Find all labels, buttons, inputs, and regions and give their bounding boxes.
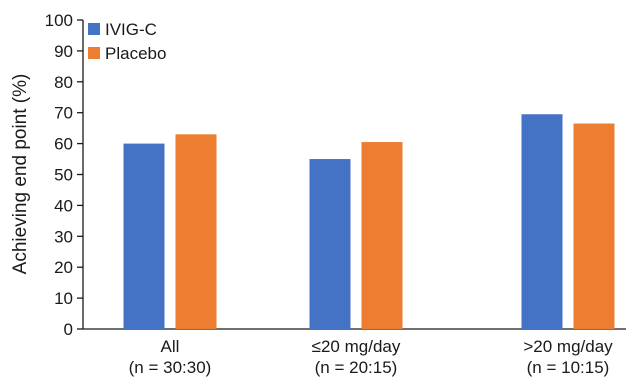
- legend-swatch-placebo: [88, 47, 100, 59]
- bar-placebo-2: [573, 123, 615, 329]
- bars: [123, 114, 615, 330]
- y-axis-label: Achieving end point (%): [10, 74, 31, 275]
- legend-label: Placebo: [105, 44, 166, 63]
- y-tick-label: 100: [45, 11, 73, 30]
- x-axis-category-labels: All (n = 30:30) ≤20 mg/day (n = 20:15) >20 m…: [129, 337, 614, 377]
- x-category-label: ≤20 mg/day: [312, 337, 401, 356]
- y-tick-label: 40: [54, 196, 73, 215]
- y-tick-label: 10: [54, 289, 73, 308]
- y-tick-label: 30: [54, 227, 73, 246]
- y-tick-label: 50: [54, 166, 73, 185]
- x-category-label: All: [161, 337, 180, 356]
- x-category-label: (n = 20:15): [315, 358, 398, 377]
- y-tick-label: 0: [64, 320, 73, 339]
- y-tick-label: 20: [54, 258, 73, 277]
- legend: IVIG-C Placebo: [88, 20, 166, 63]
- x-category-label: (n = 30:30): [129, 358, 212, 377]
- y-tick-label: 70: [54, 104, 73, 123]
- y-tick-label: 90: [54, 42, 73, 61]
- legend-label: IVIG-C: [105, 20, 157, 39]
- y-tick-label: 60: [54, 135, 73, 154]
- x-category-label: >20 mg/day: [523, 337, 613, 356]
- bar-ivig-c-1: [309, 159, 351, 329]
- bar-ivig-c-2: [521, 114, 563, 330]
- bar-placebo-0: [175, 134, 217, 329]
- y-axis-label-group: Achieving end point (%): [10, 74, 31, 275]
- bar-placebo-1: [361, 142, 403, 329]
- bar-ivig-c-0: [123, 143, 165, 329]
- y-tick-label: 80: [54, 73, 73, 92]
- legend-swatch-ivig-c: [88, 23, 100, 35]
- y-axis-ticks: 0 10 20 30 40 50 60 70 80 90 100: [45, 11, 83, 339]
- x-category-label: (n = 10:15): [527, 358, 610, 377]
